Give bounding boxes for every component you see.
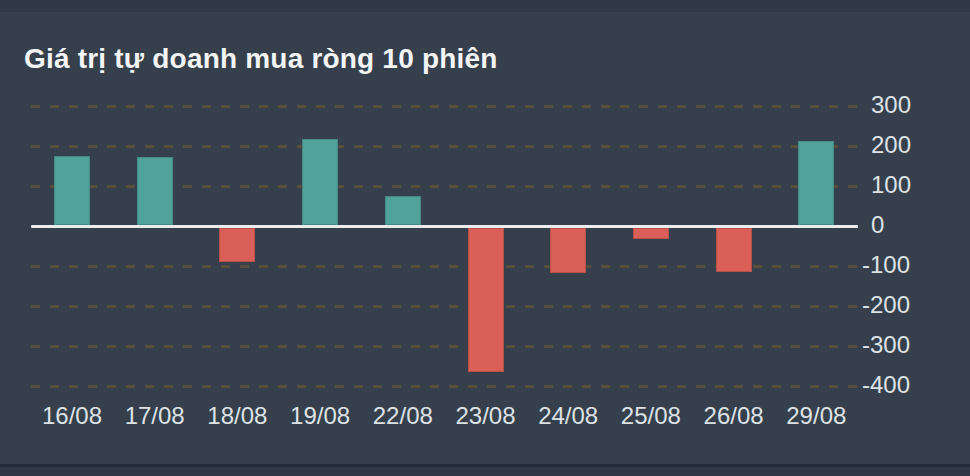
panel-bottom-divider [0,464,970,467]
bar-22/08[interactable] [385,196,421,225]
chart-title: Giá trị tự doanh mua ròng 10 phiên [24,44,498,75]
gridline--300 [31,345,858,348]
gridline-300 [31,105,858,108]
y-axis-label-300: 300 [871,91,911,119]
y-axis-label-0: 0 [871,211,884,239]
gridline-200 [31,145,858,148]
gridline--400 [31,385,858,388]
bar-24/08[interactable] [550,228,586,273]
x-axis-label-25/08: 25/08 [621,402,681,430]
bar-19/08[interactable] [302,139,338,225]
bar-25/08[interactable] [633,228,669,239]
y-axis-label--100: -100 [862,251,910,279]
proprietary-trading-net-buy-chart: Giá trị tự doanh mua ròng 10 phiên 300 20… [0,0,970,476]
x-axis-label-24/08: 24/08 [538,402,598,430]
bar-18/08[interactable] [219,228,255,262]
y-axis-label-200: 200 [871,131,911,159]
y-axis-label--200: -200 [862,291,910,319]
x-axis-label-16/08: 16/08 [42,402,102,430]
y-axis-label--400: -400 [862,371,910,399]
x-axis-label-17/08: 17/08 [125,402,185,430]
y-axis-label-100: 100 [871,171,911,199]
bar-29/08[interactable] [798,141,834,225]
y-axis-label--300: -300 [862,331,910,359]
bar-16/08[interactable] [54,156,90,225]
x-axis-label-22/08: 22/08 [373,402,433,430]
bar-26/08[interactable] [716,228,752,272]
x-axis-label-29/08: 29/08 [786,402,846,430]
bar-17/08[interactable] [137,157,173,225]
x-axis-label-23/08: 23/08 [455,402,515,430]
bar-23/08[interactable] [468,228,504,372]
x-axis-label-18/08: 18/08 [207,402,267,430]
gridline--200 [31,305,858,308]
x-axis-label-26/08: 26/08 [704,402,764,430]
x-axis-label-19/08: 19/08 [290,402,350,430]
